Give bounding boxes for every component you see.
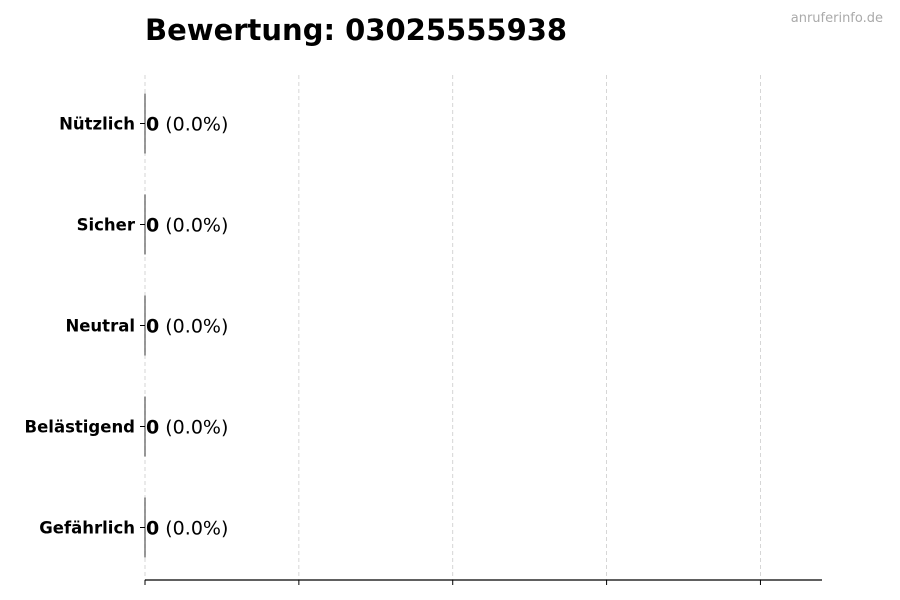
value-label: 0 (0.0%) — [146, 316, 228, 338]
value-label: 0 (0.0%) — [146, 518, 228, 540]
category-label: Gefährlich — [39, 519, 135, 538]
value-percent: (0.0%) — [159, 417, 228, 439]
value-count: 0 — [146, 518, 159, 540]
value-count: 0 — [146, 215, 159, 237]
value-percent: (0.0%) — [159, 215, 228, 237]
value-percent: (0.0%) — [159, 518, 228, 540]
value-label: 0 (0.0%) — [146, 215, 228, 237]
watermark: anruferinfo.de — [791, 11, 883, 26]
value-label: 0 (0.0%) — [146, 114, 228, 136]
value-count: 0 — [146, 417, 159, 439]
value-percent: (0.0%) — [159, 316, 228, 338]
category-label: Sicher — [77, 216, 136, 235]
category-label: Nützlich — [59, 115, 135, 134]
value-label: 0 (0.0%) — [146, 417, 228, 439]
category-label: Neutral — [65, 317, 135, 336]
category-label: Belästigend — [25, 418, 135, 437]
value-count: 0 — [146, 114, 159, 136]
value-count: 0 — [146, 316, 159, 338]
value-percent: (0.0%) — [159, 114, 228, 136]
chart-title: Bewertung: 03025555938 — [145, 13, 567, 47]
